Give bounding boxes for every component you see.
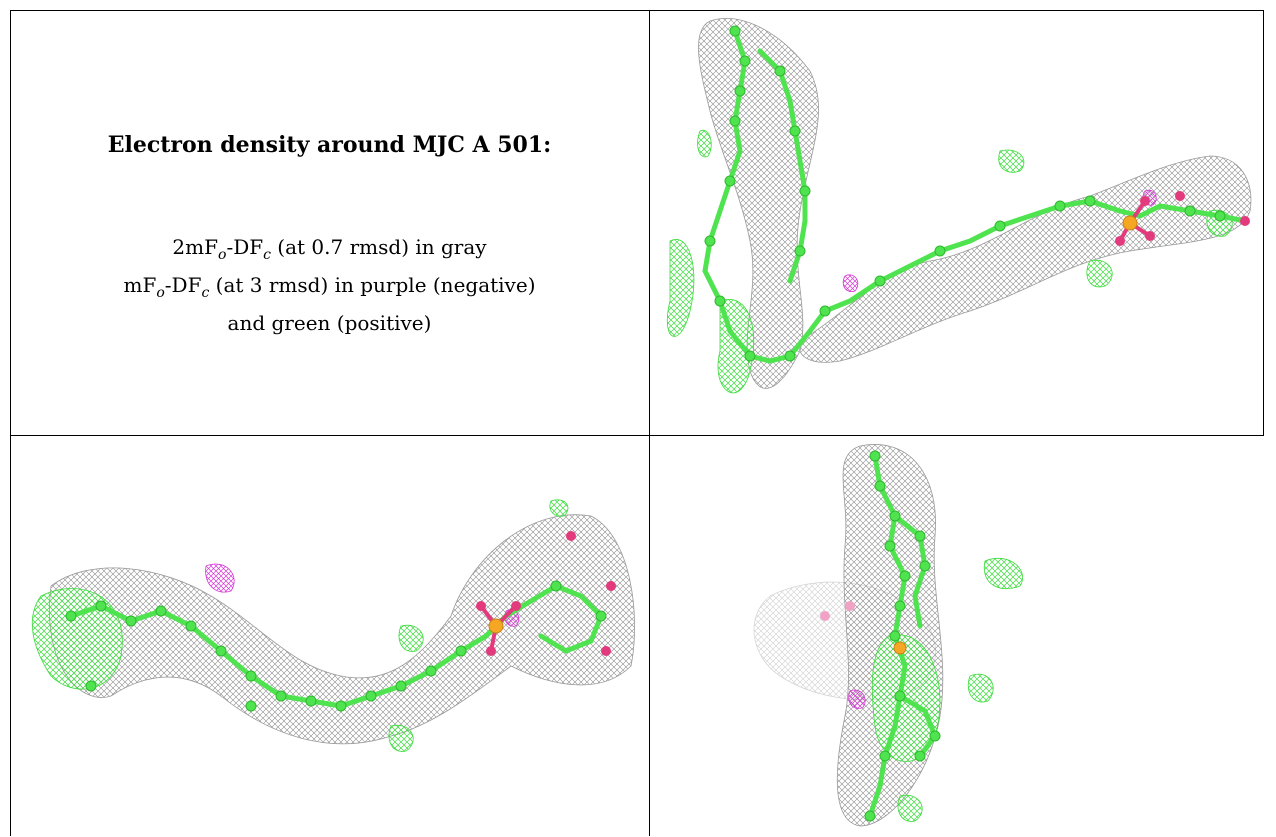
legend-text: 2mFo-DFc (at 0.7 rmsd) in gray mFo-DFc (…: [10, 232, 649, 338]
view-bottom-right: [650, 436, 1264, 836]
ligand-model: [65, 531, 616, 712]
density-mesh-gray: [753, 444, 944, 827]
table-row-divider: [10, 435, 1264, 436]
legend-line-2fofc: 2mFo-DFc (at 0.7 rmsd) in gray: [172, 235, 487, 263]
table-border-right: [1263, 10, 1264, 436]
density-mesh-positive: [31, 499, 569, 752]
figure-table: Electron density around MJC A 501: 2mFo-…: [10, 10, 1264, 836]
ligand-model: [820, 450, 941, 822]
view-bottom-left: [11, 436, 649, 836]
density-mesh-gray: [698, 18, 1252, 389]
table-column-divider: [649, 10, 650, 836]
caption-cell: Electron density around MJC A 501: 2mFo-…: [10, 10, 649, 435]
figure-title: Electron density around MJC A 501:: [107, 132, 552, 158]
legend-line-colors: and green (positive): [227, 311, 432, 335]
legend-line-fofc: mFo-DFc (at 3 rmsd) in purple (negative): [123, 273, 536, 301]
table-border-top: [10, 10, 1264, 11]
view-top-right: [650, 11, 1263, 435]
ligand-model: [702, 25, 1250, 364]
density-mesh-negative: [848, 689, 866, 709]
table-border-left: [10, 10, 11, 836]
density-mesh-gray: [49, 514, 635, 745]
